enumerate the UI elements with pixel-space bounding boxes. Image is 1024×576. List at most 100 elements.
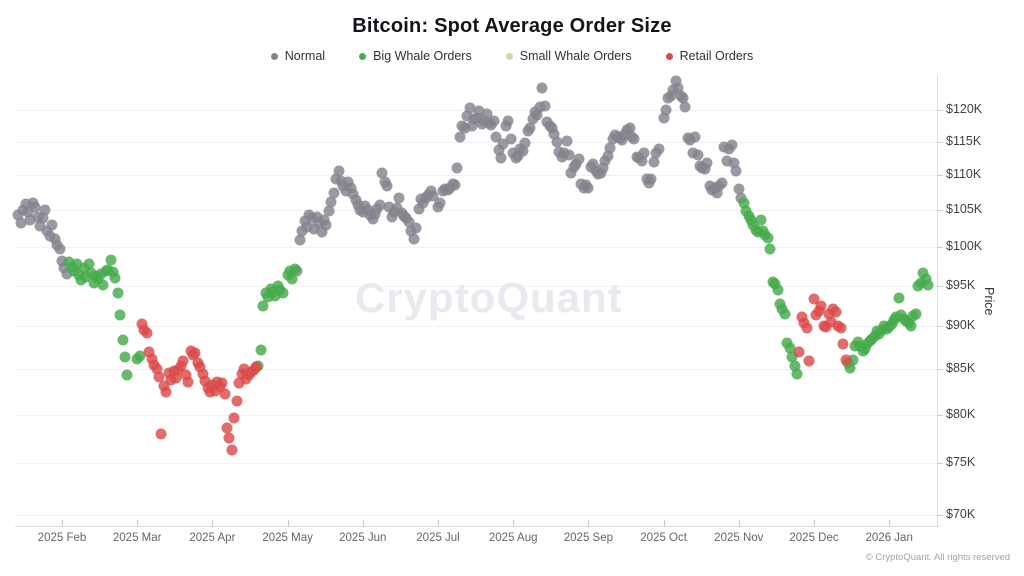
data-point-normal[interactable] xyxy=(645,173,657,185)
data-point-retail-orders[interactable] xyxy=(153,371,165,383)
data-point-retail-orders[interactable] xyxy=(837,338,849,350)
data-point-normal[interactable] xyxy=(582,182,594,194)
data-point-normal[interactable] xyxy=(524,122,536,134)
data-point-big-whale-orders[interactable] xyxy=(114,309,126,321)
data-point-normal[interactable] xyxy=(665,90,677,102)
data-point-normal[interactable] xyxy=(672,82,684,94)
data-point-retail-orders[interactable] xyxy=(825,316,837,328)
data-point-normal[interactable] xyxy=(391,202,403,214)
data-point-big-whale-orders[interactable] xyxy=(755,214,767,226)
data-point-big-whale-orders[interactable] xyxy=(779,308,791,320)
data-point-retail-orders[interactable] xyxy=(840,354,852,366)
data-point-big-whale-orders[interactable] xyxy=(92,273,104,285)
data-point-retail-orders[interactable] xyxy=(219,388,231,400)
data-point-normal[interactable] xyxy=(602,150,614,162)
data-point-normal[interactable] xyxy=(561,135,573,147)
data-point-normal[interactable] xyxy=(490,131,502,143)
data-point-normal[interactable] xyxy=(464,102,476,114)
data-point-retail-orders[interactable] xyxy=(143,346,155,358)
data-point-normal[interactable] xyxy=(679,101,691,113)
data-point-retail-orders[interactable] xyxy=(793,346,805,358)
data-point-normal[interactable] xyxy=(12,209,24,221)
data-point-big-whale-orders[interactable] xyxy=(262,291,274,303)
data-point-retail-orders[interactable] xyxy=(151,363,163,375)
data-point-big-whale-orders[interactable] xyxy=(286,273,298,285)
data-point-big-whale-orders[interactable] xyxy=(289,263,301,275)
data-point-retail-orders[interactable] xyxy=(820,321,832,333)
data-point-big-whale-orders[interactable] xyxy=(762,232,774,244)
data-point-big-whale-orders[interactable] xyxy=(847,354,859,366)
data-point-normal[interactable] xyxy=(335,175,347,187)
data-point-normal[interactable] xyxy=(299,215,311,227)
data-point-normal[interactable] xyxy=(56,255,68,267)
data-point-normal[interactable] xyxy=(347,188,359,200)
data-point-normal[interactable] xyxy=(49,233,61,245)
data-point-normal[interactable] xyxy=(546,122,558,134)
data-point-normal[interactable] xyxy=(345,182,357,194)
data-point-big-whale-orders[interactable] xyxy=(117,334,129,346)
data-point-normal[interactable] xyxy=(451,162,463,174)
data-point-normal[interactable] xyxy=(481,108,493,120)
data-point-normal[interactable] xyxy=(636,155,648,167)
data-point-big-whale-orders[interactable] xyxy=(277,287,289,299)
data-point-normal[interactable] xyxy=(648,156,660,168)
data-point-big-whale-orders[interactable] xyxy=(786,351,798,363)
data-point-normal[interactable] xyxy=(381,180,393,192)
data-point-normal[interactable] xyxy=(408,233,420,245)
data-point-normal[interactable] xyxy=(699,163,711,175)
data-point-normal[interactable] xyxy=(519,137,531,149)
data-point-normal[interactable] xyxy=(434,197,446,208)
data-point-normal[interactable] xyxy=(427,190,439,202)
data-point-normal[interactable] xyxy=(333,165,345,177)
data-point-retail-orders[interactable] xyxy=(180,369,192,381)
data-point-normal[interactable] xyxy=(677,92,689,104)
data-point-big-whale-orders[interactable] xyxy=(109,272,121,284)
data-point-big-whale-orders[interactable] xyxy=(134,350,146,362)
data-point-normal[interactable] xyxy=(551,136,563,148)
data-point-normal[interactable] xyxy=(692,149,704,161)
data-point-retail-orders[interactable] xyxy=(830,306,842,318)
data-point-normal[interactable] xyxy=(565,167,577,179)
data-point-normal[interactable] xyxy=(531,109,543,121)
data-point-retail-orders[interactable] xyxy=(177,355,189,367)
data-point-normal[interactable] xyxy=(308,223,320,235)
data-point-normal[interactable] xyxy=(711,187,723,199)
data-point-big-whale-orders[interactable] xyxy=(769,278,781,290)
data-point-normal[interactable] xyxy=(20,198,32,210)
legend-item-retail[interactable]: Retail Orders xyxy=(665,49,753,63)
data-point-retail-orders[interactable] xyxy=(226,444,238,456)
data-point-retail-orders[interactable] xyxy=(194,361,206,373)
data-point-normal[interactable] xyxy=(320,219,332,231)
data-point-retail-orders[interactable] xyxy=(197,368,209,380)
data-point-big-whale-orders[interactable] xyxy=(112,287,124,299)
data-point-normal[interactable] xyxy=(454,131,466,143)
data-point-retail-orders[interactable] xyxy=(216,377,228,389)
data-point-normal[interactable] xyxy=(466,120,478,132)
data-point-normal[interactable] xyxy=(512,150,524,162)
data-point-normal[interactable] xyxy=(311,211,323,223)
data-point-retail-orders[interactable] xyxy=(228,412,240,424)
data-point-normal[interactable] xyxy=(24,214,36,226)
data-point-normal[interactable] xyxy=(517,145,529,157)
data-point-normal[interactable] xyxy=(403,216,415,228)
data-point-big-whale-orders[interactable] xyxy=(922,279,934,291)
data-point-big-whale-orders[interactable] xyxy=(78,262,90,274)
data-point-retail-orders[interactable] xyxy=(223,432,235,444)
data-point-normal[interactable] xyxy=(461,110,473,122)
data-point-normal[interactable] xyxy=(536,82,548,94)
data-point-normal[interactable] xyxy=(342,176,354,188)
data-point-normal[interactable] xyxy=(325,196,337,208)
data-point-normal[interactable] xyxy=(449,179,461,191)
data-point-big-whale-orders[interactable] xyxy=(71,258,83,270)
data-point-retail-orders[interactable] xyxy=(823,308,835,320)
data-point-normal[interactable] xyxy=(604,142,616,154)
data-point-normal[interactable] xyxy=(46,219,58,231)
data-point-retail-orders[interactable] xyxy=(189,347,201,358)
data-point-big-whale-orders[interactable] xyxy=(893,292,905,304)
data-point-normal[interactable] xyxy=(689,131,701,143)
data-point-normal[interactable] xyxy=(573,153,585,165)
data-point-normal[interactable] xyxy=(493,144,505,156)
data-point-retail-orders[interactable] xyxy=(835,322,847,334)
data-point-big-whale-orders[interactable] xyxy=(257,300,269,312)
data-point-retail-orders[interactable] xyxy=(155,428,167,440)
